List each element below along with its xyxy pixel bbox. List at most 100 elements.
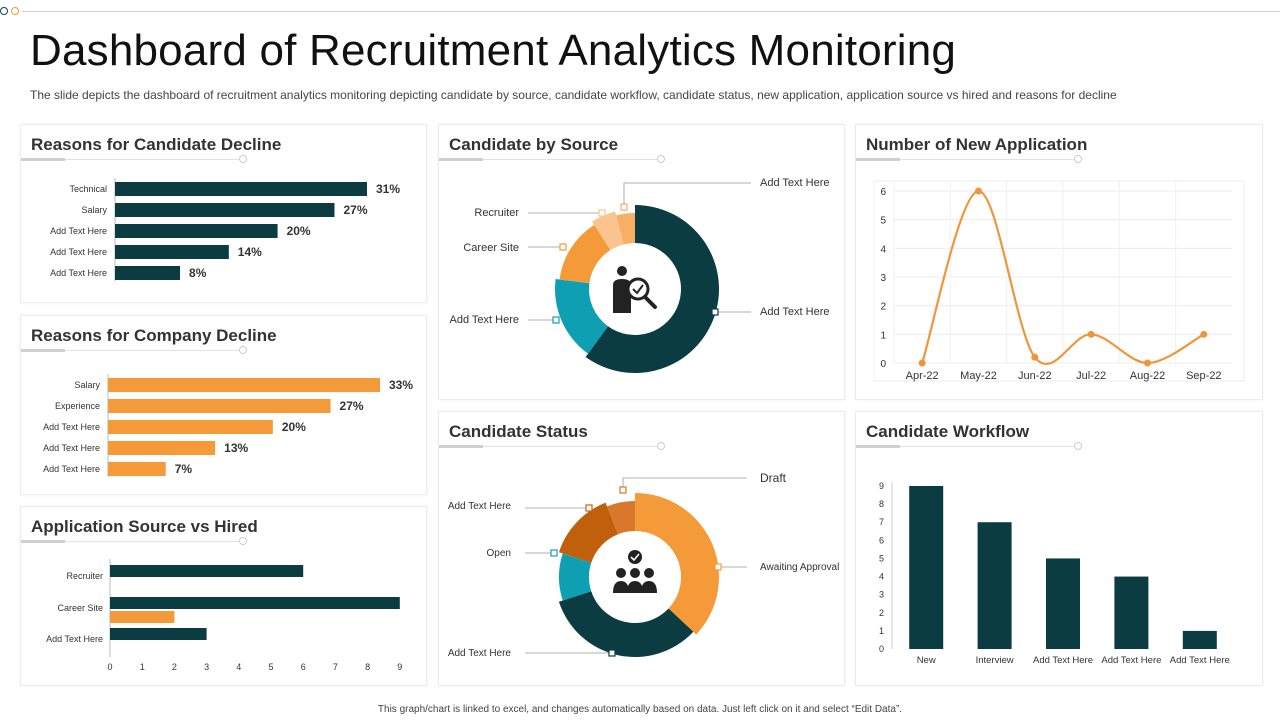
donut-slice: [616, 213, 635, 245]
tick-label: May-22: [960, 370, 997, 382]
data-point: [975, 187, 982, 195]
leader-marker: [619, 486, 627, 494]
panel-candidate-status: Candidate Status Draft Awaiting Approval A…: [438, 411, 845, 686]
tick-label: 2: [172, 662, 177, 672]
panel-title: Candidate Workflow: [866, 422, 1030, 441]
data-label: 20%: [282, 420, 306, 434]
source-vs-hired-chart[interactable]: Recruiter Career Site Add Text Here 0 1 2 3 4 5 6…: [21, 507, 426, 685]
category-label: Technical: [69, 184, 107, 194]
donut-slice: [607, 501, 635, 535]
data-label: 33%: [389, 378, 413, 392]
tick-label: 5: [879, 553, 884, 563]
tick-label: 0: [880, 359, 886, 370]
panel-company-decline: Reasons for Company Decline Salary 33% Exp…: [20, 315, 427, 495]
segment-label: Add Text Here: [448, 648, 512, 659]
leader-marker: [550, 549, 558, 557]
category-label: Add Text Here: [43, 464, 100, 474]
candidate-by-source-chart[interactable]: Add Text Here Add Text Here Recruiter Caree…: [439, 125, 844, 399]
team-icon: [613, 550, 657, 593]
panel-title: Number of New Application: [866, 135, 1088, 154]
tick-label: Apr-22: [906, 370, 939, 382]
data-point: [918, 359, 926, 367]
candidate-status-chart[interactable]: Draft Awaiting Approval Add Text Here Open A…: [439, 412, 844, 685]
title-underline: [21, 537, 247, 545]
tick-label: 9: [397, 662, 402, 672]
tick-label: 0: [107, 662, 112, 672]
panel-title: Candidate by Source: [449, 135, 619, 154]
bar: [977, 522, 1012, 649]
new-application-chart[interactable]: 0 1 2 3 4 5 6 Apr-22 May-22 Jun-22 Jul-22 Aug-22 Sep…: [856, 125, 1262, 399]
donut-slice: [585, 205, 719, 373]
title-underline: [21, 346, 247, 354]
category-label: Recruiter: [66, 571, 103, 581]
footer-note: This graph/chart is linked to excel, and…: [377, 704, 903, 715]
segment-label: Draft: [760, 471, 787, 485]
category-label: New: [917, 655, 936, 666]
data-point: [1200, 330, 1208, 338]
segment-label: Recruiter: [474, 207, 519, 219]
title-underline: [856, 155, 1082, 163]
data-label: 7%: [175, 462, 193, 476]
tick-label: 4: [880, 244, 886, 255]
tick-label: 1: [880, 330, 886, 341]
leader-marker: [714, 563, 722, 571]
company-decline-chart[interactable]: Salary 33% Experience 27% Add Text Here 20% Ad…: [21, 316, 426, 494]
tick-label: Jun-22: [1018, 370, 1052, 382]
segment-label: Career Site: [463, 242, 519, 254]
panel-title: Candidate Status: [449, 422, 588, 441]
data-label: 13%: [224, 441, 248, 455]
category-label: Salary: [74, 380, 100, 390]
leader-marker: [552, 316, 560, 324]
panel-title: Application Source vs Hired: [31, 517, 258, 536]
title-underline: [439, 442, 665, 450]
category-label: Interview: [976, 655, 1014, 666]
segment-label: Add Text Here: [760, 306, 830, 318]
panel-new-application: Number of New Application 0 1 2 3 4 5 6 Apr-22 M…: [855, 124, 1263, 400]
candidate-decline-chart[interactable]: Technical 31% Salary 27% Add Text Here 20% Add…: [21, 125, 426, 302]
bar: [115, 266, 181, 280]
leader-marker: [608, 649, 616, 657]
category-label: Add Text Here: [50, 226, 107, 236]
bar: [108, 378, 380, 392]
donut-slice: [592, 211, 624, 251]
top-rule: [22, 11, 1280, 12]
category-label: Add Text Here: [50, 268, 107, 278]
bar: [108, 462, 166, 476]
bar: [115, 203, 335, 217]
tick-label: 3: [879, 590, 884, 600]
bar: [108, 441, 216, 455]
segment-label: Open: [487, 548, 511, 559]
leader-marker: [598, 209, 606, 217]
bar: [108, 399, 331, 413]
tick-label: 3: [880, 273, 886, 284]
panel-title: Reasons for Company Decline: [31, 326, 277, 345]
tick-label: 8: [879, 499, 884, 509]
donut-slice: [558, 591, 694, 657]
tick-label: 6: [880, 187, 886, 198]
donut-slice: [559, 553, 592, 601]
data-label: 14%: [238, 245, 262, 259]
corner-dot-icon: [11, 7, 19, 15]
category-label: Experience: [55, 401, 100, 411]
user-search-icon: [613, 266, 657, 313]
tick-label: 1: [140, 662, 145, 672]
data-label: 31%: [376, 182, 400, 196]
title-underline: [856, 442, 1082, 450]
tick-label: 5: [268, 662, 273, 672]
tick-label: 3: [204, 662, 209, 672]
panel-title: Reasons for Candidate Decline: [31, 135, 282, 154]
leader-marker: [559, 243, 567, 251]
category-label: Add Text Here: [50, 247, 107, 257]
tick-label: 4: [236, 662, 241, 672]
leader-line: [622, 477, 747, 490]
bar: [1046, 558, 1080, 649]
bar: [110, 628, 207, 640]
data-label: 20%: [287, 224, 311, 238]
data-point: [1144, 359, 1151, 367]
panel-candidate-decline: Reasons for Candidate Decline Technical 3…: [20, 124, 427, 303]
candidate-workflow-chart[interactable]: 0 1 2 3 4 5 6 7 8 9 New Interview Add Text Here Add T…: [856, 412, 1262, 685]
leader-marker: [620, 203, 628, 211]
data-point: [1087, 330, 1095, 338]
page-title: Dashboard of Recruitment Analytics Monit…: [30, 26, 957, 75]
leader-line: [623, 182, 751, 207]
